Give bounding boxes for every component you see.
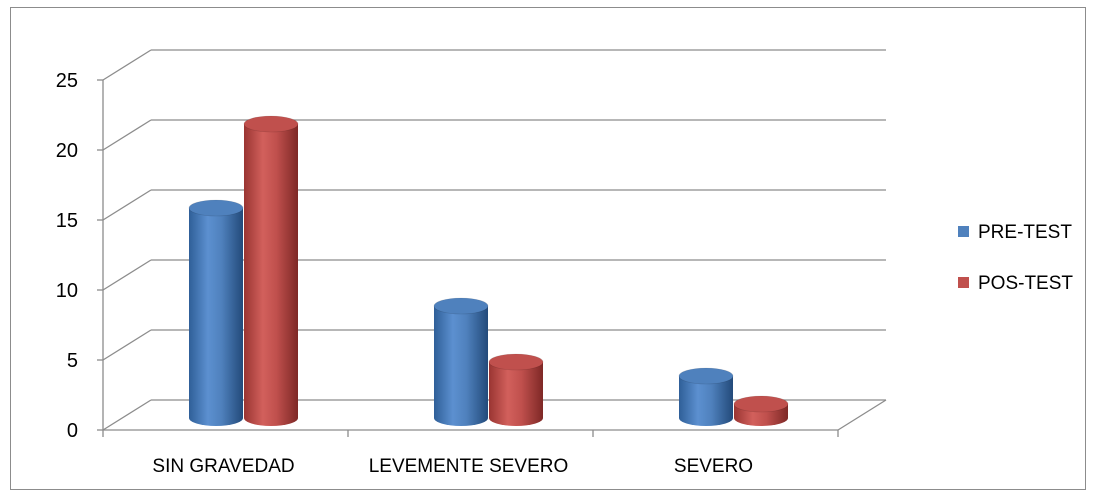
legend-label-pre-test: PRE-TEST <box>978 222 1072 243</box>
bar-pos-test-3 <box>733 395 789 426</box>
legend-swatch-pos-test <box>958 277 969 288</box>
x-category-label: SEVERO <box>674 456 753 477</box>
bar-body <box>489 362 543 426</box>
bar-body <box>434 306 488 426</box>
y-tick-label: 20 <box>56 140 78 162</box>
bar-body <box>244 124 298 426</box>
bar-pre-test-1 <box>188 199 244 426</box>
gridline-diagonal <box>102 259 152 291</box>
bar-pos-test-2 <box>488 353 544 426</box>
gridline-diagonal <box>102 399 152 431</box>
gridline-diagonal <box>102 189 152 221</box>
legend: PRE-TEST POS-TEST <box>958 222 1073 294</box>
y-tick-label: 25 <box>56 70 78 92</box>
bar-body <box>679 376 733 426</box>
y-axis-ticks: 0 5 10 15 20 25 <box>56 70 78 442</box>
x-axis-labels: SIN GRAVEDAD LEVEMENTE SEVERO SEVERO <box>152 456 753 477</box>
axes <box>97 79 887 437</box>
y-tick-label: 10 <box>56 280 78 302</box>
bar-top <box>243 115 299 133</box>
bar-top <box>433 297 489 315</box>
bar-pre-test-3 <box>678 367 734 426</box>
floor-edge <box>837 399 887 431</box>
bar-top <box>733 395 789 413</box>
bar-top <box>188 199 244 217</box>
x-category-label: LEVEMENTE SEVERO <box>369 456 569 477</box>
y-tick-label: 5 <box>67 350 78 372</box>
bars <box>188 115 789 426</box>
bar-pos-test-1 <box>243 115 299 426</box>
bar-body <box>189 208 243 426</box>
legend-swatch-pre-test <box>958 226 969 237</box>
chart-border <box>10 7 1086 490</box>
bar-top <box>488 353 544 371</box>
x-category-label: SIN GRAVEDAD <box>152 456 294 477</box>
legend-label-pos-test: POS-TEST <box>978 273 1073 294</box>
y-tick-label: 0 <box>67 420 78 442</box>
y-tick-label: 15 <box>56 210 78 232</box>
bar-top <box>678 367 734 385</box>
gridline-diagonal <box>102 119 152 151</box>
gridline-diagonal <box>102 49 152 81</box>
bar-pre-test-2 <box>433 297 489 426</box>
gridline-diagonal <box>102 329 152 361</box>
